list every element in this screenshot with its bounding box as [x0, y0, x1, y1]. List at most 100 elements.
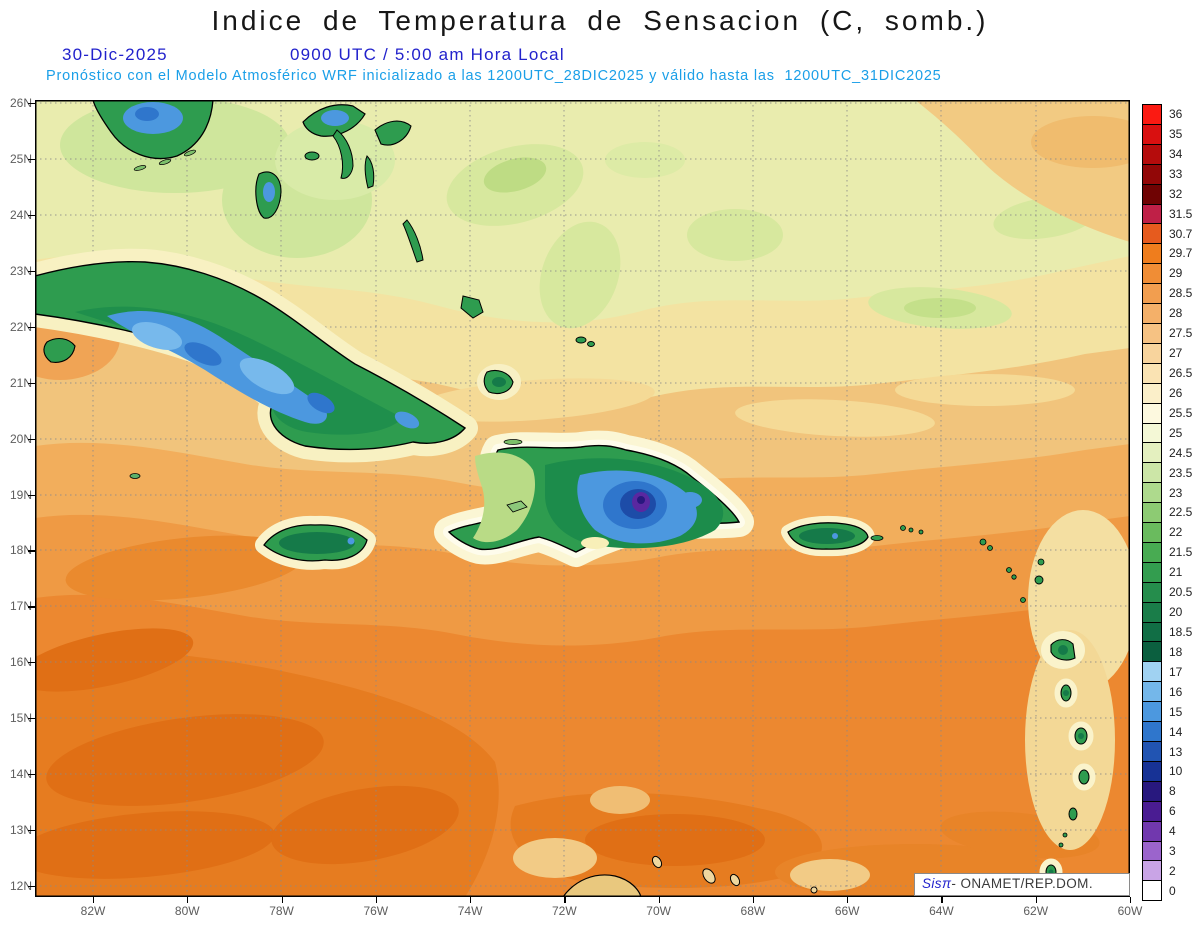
colorbar-cell [1143, 702, 1161, 723]
lon-tick [93, 897, 95, 903]
attribution-text: - ONAMET/REP.DOM. [951, 876, 1093, 891]
lat-tick [28, 550, 35, 552]
forecast-time: 0900 UTC / 5:00 am Hora Local [290, 45, 565, 64]
lat-axis-label: 12N [9, 879, 32, 894]
colorbar-label: 22 [1169, 525, 1183, 540]
colorbar-label: 35 [1169, 126, 1183, 141]
colorbar-label: 22.5 [1169, 505, 1193, 520]
lat-tick [28, 494, 35, 496]
colorbar-cell [1143, 343, 1161, 364]
colorbar-cell [1143, 423, 1161, 444]
lon-tick [281, 897, 283, 903]
lon-tick [1129, 897, 1132, 903]
lon-axis-label: 76W [363, 904, 389, 918]
lat-axis-label: 20N [9, 431, 32, 446]
colorbar-cell [1143, 821, 1161, 842]
colorbar-label: 18.5 [1169, 625, 1193, 639]
colorbar-label: 34 [1169, 146, 1183, 161]
lon-tick [564, 897, 566, 903]
colorbar: 36 35 34 33 32 31.5 30.7 29.7 29 28.5 28 27.5 27 26.5… [1142, 104, 1200, 901]
colorbar-label: 8 [1169, 784, 1176, 799]
lat-tick [28, 662, 35, 664]
colorbar-label: 30.7 [1169, 226, 1193, 241]
colorbar-cell [1143, 184, 1161, 205]
lat-tick [28, 886, 35, 888]
lon-axis-label: 64W [929, 904, 954, 918]
colorbar-cell [1143, 383, 1161, 404]
colorbar-cell [1143, 323, 1161, 344]
colorbar-cell [1143, 523, 1161, 543]
lat-tick [28, 774, 35, 776]
colorbar-label: 16 [1169, 684, 1183, 699]
colorbar-cell [1143, 761, 1161, 782]
colorbar-cell [1143, 622, 1161, 643]
lon-tick [375, 897, 377, 903]
lat-tick [28, 214, 35, 217]
colorbar-label: 17 [1169, 664, 1183, 679]
colorbar-label: 32 [1169, 186, 1183, 201]
lat-tick [28, 830, 35, 832]
lon-tick [187, 897, 189, 903]
colorbar-label: 27 [1169, 346, 1183, 361]
colorbar-cell [1143, 264, 1161, 285]
colorbar-cell [1143, 542, 1161, 563]
colorbar-label: 23.5 [1169, 465, 1193, 480]
colorbar-label: 28 [1169, 306, 1183, 321]
colorbar-cell [1143, 503, 1161, 524]
colorbar-cell [1143, 443, 1161, 464]
lat-axis-label: 22N [9, 319, 32, 334]
colorbar-cell [1143, 742, 1161, 762]
attribution-box: Sisπ- ONAMET/REP.DOM. [914, 873, 1130, 896]
colorbar-label: 31.5 [1169, 206, 1193, 221]
lon-axis-label: 66W [834, 904, 860, 918]
colorbar-cell [1143, 483, 1161, 504]
colorbar-label: 23 [1169, 485, 1183, 500]
model-subtitle: Pronóstico con el Modelo Atmosférico WRF… [46, 68, 942, 84]
colorbar-cell [1143, 204, 1161, 225]
lat-axis-label: 17N [9, 599, 32, 614]
colorbar-cells [1142, 104, 1162, 901]
colorbar-cell [1143, 105, 1161, 125]
colorbar-cell [1143, 582, 1161, 603]
lat-axis-label: 26N [9, 96, 32, 110]
colorbar-label: 3 [1169, 844, 1176, 859]
colorbar-label: 26.5 [1169, 365, 1193, 380]
colorbar-cell [1143, 602, 1161, 623]
lon-axis-label: 78W [269, 904, 294, 918]
colorbar-label: 20.5 [1169, 585, 1193, 600]
lon-axis-label: 74W [457, 904, 483, 918]
colorbar-cell [1143, 781, 1161, 802]
lat-tick [28, 718, 35, 720]
lon-tick [470, 897, 472, 903]
colorbar-cell [1143, 722, 1161, 742]
page-title: Indice de Temperatura de Sensacion (C, s… [211, 5, 989, 36]
lon-tick [847, 897, 849, 903]
map-frame [35, 100, 1130, 897]
lon-axis-label: 70W [646, 904, 671, 918]
colorbar-label: 21 [1169, 565, 1183, 580]
colorbar-cell [1143, 124, 1161, 145]
colorbar-cell [1143, 662, 1161, 683]
lat-axis-label: 14N [9, 767, 32, 782]
colorbar-label: 0 [1169, 884, 1176, 899]
lon-axis-label: 82W [80, 904, 106, 918]
colorbar-label: 28.5 [1169, 286, 1193, 301]
lon-tick [752, 897, 755, 903]
lat-axis-label: 21N [9, 375, 32, 390]
lat-axis-label: 15N [9, 711, 32, 726]
lat-tick [28, 326, 35, 328]
lat-axis-label: 16N [9, 655, 32, 670]
colorbar-label: 33 [1169, 166, 1183, 181]
colorbar-label: 27.5 [1169, 326, 1193, 341]
lon-tick [658, 897, 660, 903]
colorbar-cell [1143, 304, 1161, 324]
lat-tick [28, 103, 35, 105]
colorbar-label: 14 [1169, 724, 1183, 739]
colorbar-cell [1143, 284, 1161, 305]
colorbar-cell [1143, 363, 1161, 384]
colorbar-label: 36 [1169, 106, 1183, 121]
lat-axis-label: 13N [9, 823, 32, 838]
colorbar-cell [1143, 642, 1161, 663]
islands [35, 100, 1090, 897]
